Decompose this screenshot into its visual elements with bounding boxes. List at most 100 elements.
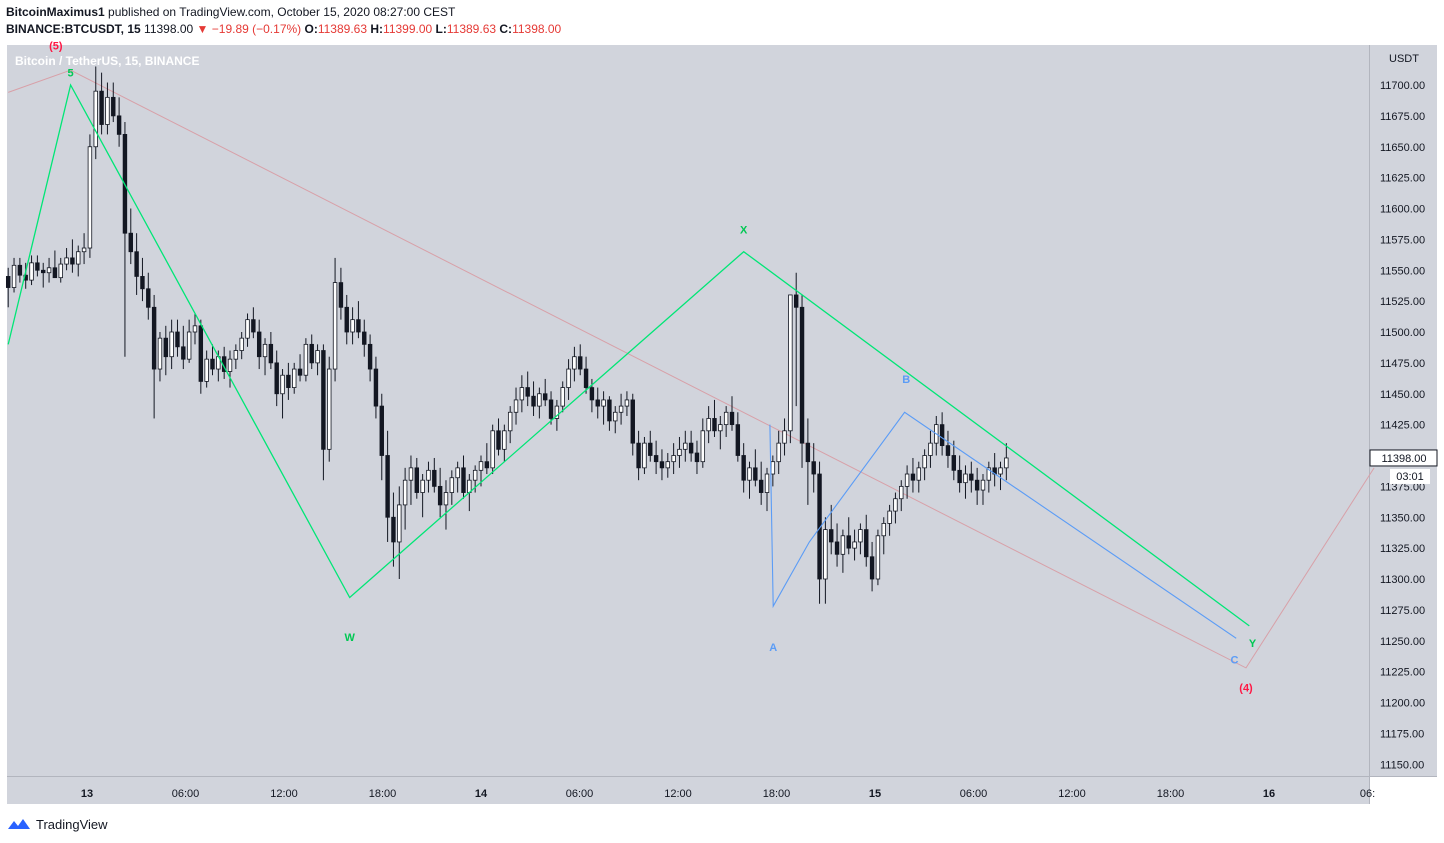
candle-body <box>461 467 466 493</box>
time-tick-label: 18:00 <box>1157 788 1185 800</box>
candle-body <box>385 455 390 518</box>
candle-body <box>875 535 881 580</box>
candle-body <box>583 368 589 388</box>
candle-body <box>116 115 122 135</box>
candle-body <box>268 343 274 364</box>
time-tick-label: 06:00 <box>566 788 594 800</box>
candle-body <box>502 430 507 450</box>
candle-body <box>99 90 104 125</box>
candle-body <box>227 358 233 372</box>
candle-body <box>852 541 857 549</box>
price-tick-label: 11625.00 <box>1380 173 1425 185</box>
candle-body <box>916 467 921 481</box>
ohlc-bar: BINANCE:BTCUSDT, 15 11398.00 ▼ −19.89 (−… <box>6 22 561 36</box>
blue-wave-label: A <box>769 642 777 654</box>
candle-body <box>642 442 647 469</box>
candle-body <box>881 523 886 537</box>
candle-body <box>432 469 437 487</box>
candle-body <box>146 288 151 308</box>
candle-body <box>309 343 314 364</box>
candle-body <box>157 337 163 370</box>
last-price-marker: 11398.00 03:01 <box>1369 449 1438 484</box>
candle-body <box>327 368 332 450</box>
candle-body <box>344 306 349 333</box>
price-ticks: 11700.00 11675.00 11650.00 11625.00 11600.00… <box>1380 80 1425 771</box>
footer-brand[interactable]: TradingView <box>6 816 108 832</box>
candle-body <box>776 442 781 463</box>
candle-body <box>928 442 933 456</box>
candle-body <box>175 331 180 348</box>
price-tick-label: 11150.00 <box>1380 759 1424 771</box>
candle-body <box>683 442 688 450</box>
footer-brand-label: TradingView <box>36 816 108 832</box>
candle-body <box>525 387 530 397</box>
time-tick-label: 06: <box>1360 788 1375 800</box>
candle-body <box>735 424 741 456</box>
candle-body <box>443 492 449 506</box>
candle-body <box>805 442 811 463</box>
time-tick-label: 12:00 <box>664 788 692 800</box>
candle-body <box>1004 457 1009 469</box>
wave-lines <box>7 83 1250 639</box>
tradingview-cloud-icon <box>8 819 30 829</box>
time-tick-label: 06:00 <box>960 788 988 800</box>
candle-body <box>904 473 910 487</box>
plot-area[interactable] <box>7 45 1369 776</box>
time-ticks: 13 06:00 12:00 18:00 14 06:00 12:00 18:00 15 06:0… <box>81 788 1375 800</box>
price-axis[interactable] <box>1369 45 1437 776</box>
candle-body <box>111 96 116 117</box>
candles <box>5 66 1009 604</box>
candle-body <box>379 405 384 456</box>
o-value: 11389.63 <box>317 22 368 36</box>
candle-body <box>741 455 746 481</box>
currency-badge: USDT <box>1384 50 1424 66</box>
time-tick-label: 15 <box>869 788 881 800</box>
candle-body <box>671 455 676 463</box>
blue-wave-label: B <box>902 374 910 386</box>
candle-body <box>764 473 770 493</box>
candle-body <box>799 306 805 444</box>
candle-body <box>560 387 565 407</box>
candle-body <box>251 319 256 333</box>
candle-body <box>531 395 536 407</box>
candle-body <box>945 445 951 456</box>
candle-body <box>373 368 379 407</box>
candle-body <box>367 343 373 370</box>
candle-body <box>262 343 268 358</box>
candle-body <box>356 319 361 333</box>
candle-body <box>46 267 52 274</box>
candle-body <box>618 405 624 413</box>
candle-body <box>963 473 968 484</box>
c-value: 11398.00 <box>512 22 562 36</box>
blue-wave-line <box>769 411 1237 639</box>
candle-body <box>846 535 851 549</box>
candle-body <box>362 331 367 345</box>
last-price-value: 11398.00 <box>1381 453 1426 465</box>
author-name[interactable]: BitcoinMaximus1 <box>6 5 105 19</box>
candle-body <box>105 96 110 125</box>
price-tick-label: 11275.00 <box>1380 605 1425 617</box>
candle-body <box>134 251 139 277</box>
time-axis[interactable] <box>7 776 1369 804</box>
last-price-header: 11398.00 <box>144 22 194 36</box>
candle-body <box>35 262 40 271</box>
time-tick-label: 13 <box>81 788 93 800</box>
candle-body <box>688 442 694 454</box>
price-tick-label: 11350.00 <box>1380 512 1425 524</box>
candle-body <box>204 358 209 382</box>
time-tick-label: 18:00 <box>763 788 791 800</box>
candle-body <box>601 399 606 407</box>
candle-body <box>128 232 133 253</box>
price-tick-label: 11525.00 <box>1380 296 1425 308</box>
time-tick-label: 14 <box>475 788 488 800</box>
candle-body <box>87 146 93 249</box>
candle-body <box>151 306 157 370</box>
candle-body <box>163 337 169 358</box>
candle-body <box>402 479 408 506</box>
price-tick-label: 11700.00 <box>1380 80 1425 92</box>
candle-body <box>52 267 58 279</box>
time-tick-label: 18:00 <box>369 788 397 800</box>
candle-body <box>595 399 600 407</box>
candle-body <box>321 350 326 450</box>
